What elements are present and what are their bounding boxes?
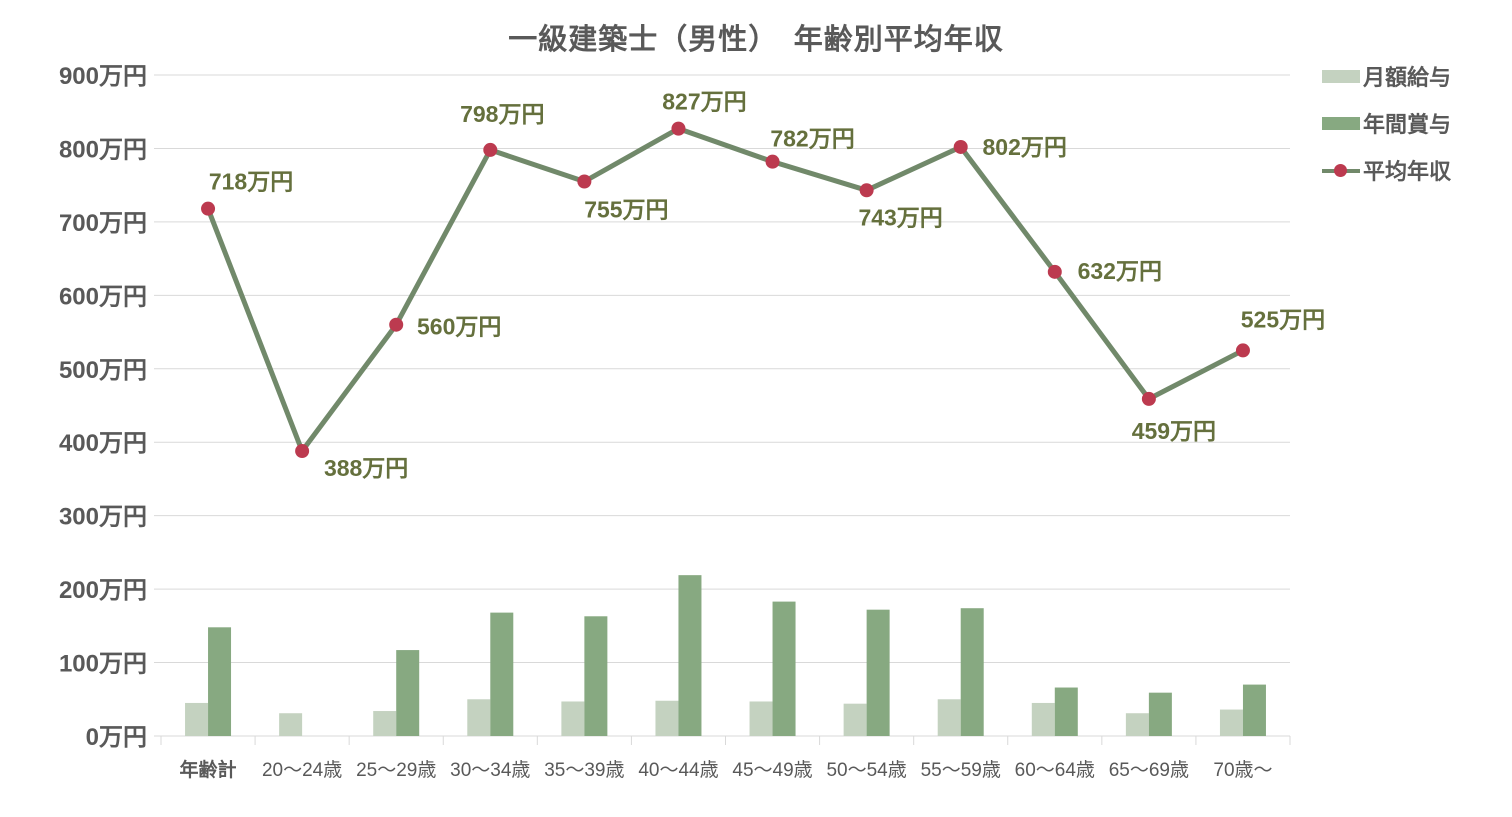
average-income-data-label: 525万円 [1241,306,1325,332]
bar-annual-bonus [678,575,702,736]
legend: 月額給与 年間賞与 平均年収 [1322,58,1451,188]
y-axis-tick-label: 500万円 [59,357,147,384]
bar-annual-bonus [396,650,420,736]
average-income-marker [859,183,874,198]
average-income-data-label: 802万円 [983,134,1067,160]
y-axis-tick-label: 700万円 [59,210,147,237]
bar-monthly-salary [843,703,867,736]
average-income-marker [295,444,310,459]
legend-label-annual-bonus: 年間賞与 [1363,112,1452,137]
average-income-data-label: 718万円 [209,169,293,195]
average-income-data-label: 459万円 [1132,418,1216,444]
average-income-line [205,126,1246,454]
bar-monthly-salary [467,699,491,736]
x-axis-tick-label: 70歳〜 [1213,759,1272,781]
legend-item-annual-bonus: 年間賞与 [1322,105,1451,141]
y-axis-tick-label: 800万円 [59,136,147,163]
bar-annual-bonus [490,612,514,736]
bar-annual-bonus [960,608,984,736]
average-income-marker [1047,264,1062,279]
average-income-data-label: 388万円 [324,455,408,481]
x-axis-tick-label: 20〜24歳 [262,759,342,781]
x-axis-tick-label: 40〜44歳 [638,759,718,781]
y-axis-tick-label: 300万円 [59,504,147,531]
bar-monthly-salary [1031,702,1055,736]
average-income-swatch [1322,163,1360,177]
bar-monthly-salary [655,700,679,736]
monthly-salary-swatch [1322,69,1360,83]
bar-annual-bonus [208,627,232,736]
bar-monthly-salary [1125,713,1149,736]
x-axis-tick-label: 60〜64歳 [1015,759,1095,781]
bar-annual-bonus [1242,684,1266,736]
average-income-marker [765,154,780,169]
average-income-marker [483,142,498,157]
x-axis-tick-label: 65〜69歳 [1109,759,1189,781]
y-axis-tick-label: 400万円 [59,430,147,457]
legend-item-average-income: 平均年収 [1322,152,1451,188]
bar-monthly-salary [937,699,961,736]
bar-annual-bonus [584,616,608,736]
legend-label-monthly-salary: 月額給与 [1363,65,1452,90]
x-axis-tick-label: 35〜39歳 [544,759,624,781]
x-axis-tick-label: 45〜49歳 [732,759,812,781]
bar-monthly-salary [185,702,209,736]
average-income-data-label: 798万円 [460,101,544,127]
x-axis-tick-label: 30〜34歳 [450,759,530,781]
average-income-marker [1235,343,1250,358]
average-income-data-label: 743万円 [858,204,942,230]
y-axis-tick-label: 100万円 [59,651,147,678]
legend-label-average-income: 平均年収 [1363,159,1452,184]
x-axis-tick-label: 55〜59歳 [921,759,1001,781]
legend-item-monthly-salary: 月額給与 [1322,58,1451,94]
y-axis-tick-label: 200万円 [59,577,147,604]
annual-bonus-swatch [1322,116,1360,130]
chart-title: 一級建築士（男性） 年齢別平均年収 [508,24,1004,56]
bar-monthly-salary [749,701,773,736]
average-income-data-label: 755万円 [584,196,668,222]
x-axis-tick-label: 50〜54歳 [826,759,906,781]
average-income-marker [671,121,686,136]
bar-annual-bonus [1148,692,1172,736]
average-income-marker [577,174,592,189]
x-axis-tick-label: 25〜29歳 [356,759,436,781]
bar-monthly-salary [279,713,303,736]
bar-annual-bonus [772,601,796,736]
y-axis-tick-label: 0万円 [86,724,147,751]
line-swatch-marker-icon [1334,163,1347,177]
average-income-marker [1141,391,1156,406]
bar-monthly-salary [561,701,585,736]
average-income-data-label: 782万円 [770,126,854,152]
average-income-data-label: 632万円 [1078,258,1162,284]
average-income-data-label: 560万円 [417,314,501,340]
bar-monthly-salary [1219,709,1243,736]
bar-monthly-salary [373,711,397,736]
y-axis-tick-label: 600万円 [59,283,147,310]
average-income-marker [201,201,216,216]
x-axis-tick-label: 年齢計 [180,758,237,781]
bar-annual-bonus [866,609,890,736]
bar-annual-bonus [1054,687,1078,736]
average-income-data-label: 827万円 [662,89,746,115]
y-axis-tick-label: 900万円 [59,63,147,90]
average-income-marker [953,139,968,154]
average-income-marker [389,317,404,332]
